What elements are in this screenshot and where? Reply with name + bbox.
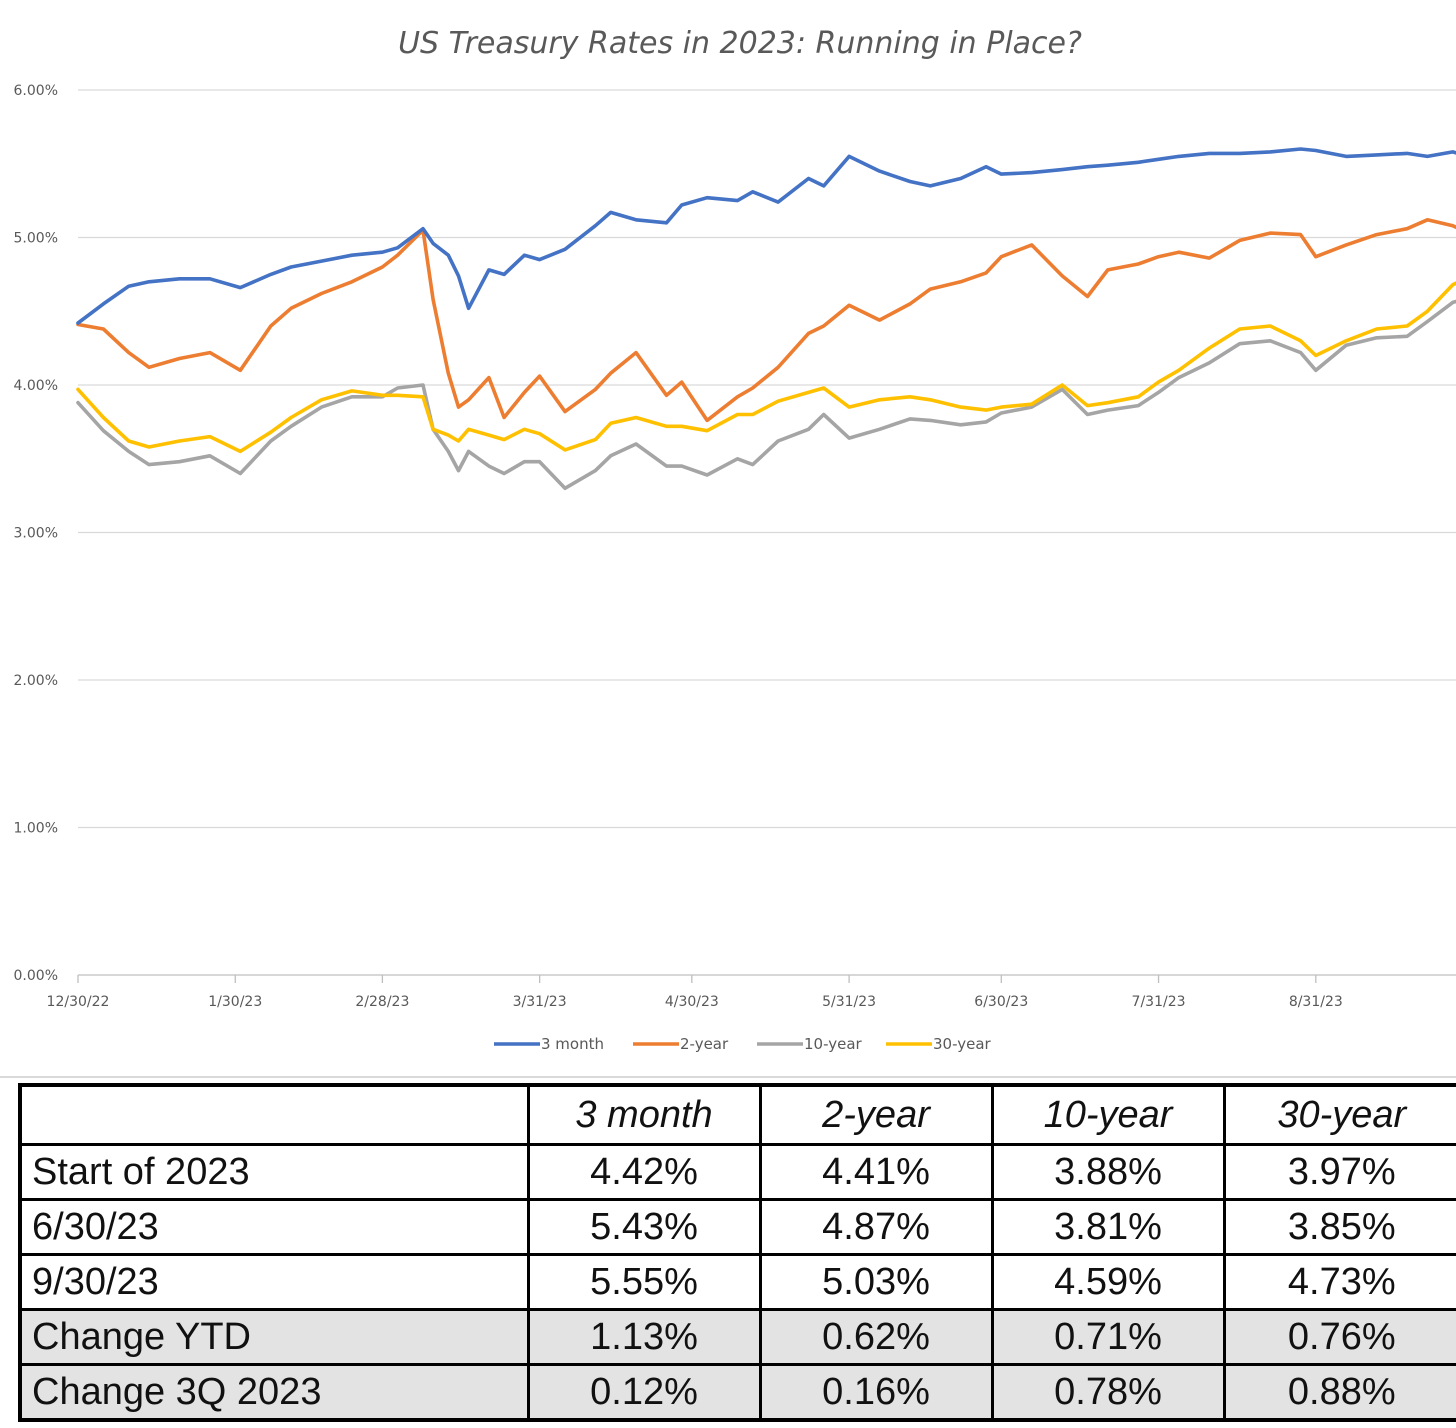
y-tick-label: 1.00%: [14, 821, 58, 837]
table-cell: 0.12%: [526, 1363, 762, 1422]
row-label: 6/30/23: [18, 1198, 530, 1256]
table-row: Start of 2023 4.42% 4.41% 3.88% 3.97%: [18, 1143, 1456, 1201]
legend-label: 2-year: [680, 1035, 729, 1053]
table-cell: 4.41%: [758, 1143, 994, 1201]
row-label: Change YTD: [18, 1308, 530, 1366]
table-cell: 0.88%: [1222, 1363, 1456, 1422]
y-tick-label: 3.00%: [14, 526, 58, 542]
y-tick-label: 4.00%: [14, 378, 58, 394]
header-cell-10-year: 10-year: [990, 1083, 1226, 1146]
table-cell: 3.81%: [990, 1198, 1226, 1256]
legend-label: 10-year: [804, 1035, 863, 1053]
separator-line: [0, 1076, 1456, 1078]
x-tick-label: 7/31/23: [1132, 994, 1186, 1010]
header-cell-2-year: 2-year: [758, 1083, 994, 1146]
x-tick-label: 5/31/23: [822, 994, 876, 1010]
y-tick-label: 5.00%: [14, 231, 58, 247]
legend: 3 month 2-year 10-year 30-year: [494, 1035, 992, 1053]
table-row: Change 3Q 2023 0.12% 0.16% 0.78% 0.88%: [18, 1363, 1456, 1422]
x-tick-label: 2/28/23: [355, 994, 409, 1010]
x-tick-label: 4/30/23: [665, 994, 719, 1010]
summary-table-container: 3 month 2-year 10-year 30-year Start of …: [18, 1083, 1456, 1428]
table-cell: 3.85%: [1222, 1198, 1456, 1256]
table-row: Change YTD 1.13% 0.62% 0.71% 0.76%: [18, 1308, 1456, 1366]
y-tick-label: 2.00%: [14, 673, 58, 689]
y-axis-labels: 0.00% 1.00% 2.00% 3.00% 4.00% 5.00% 6.00%: [14, 83, 58, 984]
table-cell: 4.42%: [526, 1143, 762, 1201]
table-cell: 0.62%: [758, 1308, 994, 1366]
table-row: 9/30/23 5.55% 5.03% 4.59% 4.73%: [18, 1253, 1456, 1311]
gridlines: [78, 89, 1456, 976]
x-tick-label: 6/30/23: [974, 994, 1028, 1010]
table-cell: 0.71%: [990, 1308, 1226, 1366]
x-tick-label: 1/30/23: [208, 994, 262, 1010]
legend-label: 3 month: [541, 1035, 604, 1053]
series-line-3-month: [76, 147, 1456, 325]
table-cell: 5.43%: [526, 1198, 762, 1256]
table-cell: 0.78%: [990, 1363, 1226, 1422]
header-cell-empty: [18, 1083, 530, 1146]
x-axis: 12/30/22 1/30/23 2/28/23 3/31/23 4/30/23 5/31…: [47, 975, 1343, 1010]
y-tick-label: 6.00%: [14, 83, 58, 99]
table-cell: 3.97%: [1222, 1143, 1456, 1201]
treasury-rates-chart: US Treasury Rates in 2023: Running in Pl…: [14, 26, 1456, 1053]
header-cell-3-month: 3 month: [526, 1083, 762, 1146]
table-cell: 1.13%: [526, 1308, 762, 1366]
summary-table: 3 month 2-year 10-year 30-year Start of …: [18, 1083, 1456, 1422]
header-cell-30-year: 30-year: [1222, 1083, 1456, 1146]
row-label: Start of 2023: [18, 1143, 530, 1201]
row-label: 9/30/23: [18, 1253, 530, 1311]
table-header-row: 3 month 2-year 10-year 30-year: [18, 1083, 1456, 1146]
table-cell: 5.03%: [758, 1253, 994, 1311]
table-cell: 3.88%: [990, 1143, 1226, 1201]
table-cell: 4.73%: [1222, 1253, 1456, 1311]
x-tick-label: 12/30/22: [47, 994, 110, 1010]
table-row: 6/30/23 5.43% 4.87% 3.81% 3.85%: [18, 1198, 1456, 1256]
x-tick-label: 3/31/23: [513, 994, 567, 1010]
row-label: Change 3Q 2023: [18, 1363, 530, 1422]
table-cell: 0.76%: [1222, 1308, 1456, 1366]
legend-label: 30-year: [933, 1035, 992, 1053]
y-tick-label: 0.00%: [14, 968, 58, 984]
series-line-2-year: [76, 218, 1456, 423]
series-line-30-year: [76, 281, 1456, 454]
table-cell: 4.87%: [758, 1198, 994, 1256]
table-cell: 0.16%: [758, 1363, 994, 1422]
series-lines: [76, 147, 1456, 491]
table-cell: 4.59%: [990, 1253, 1226, 1311]
series-line-10-year: [76, 299, 1456, 491]
chart-title: US Treasury Rates in 2023: Running in Pl…: [398, 26, 1082, 61]
x-tick-label: 8/31/23: [1289, 994, 1343, 1010]
table-cell: 5.55%: [526, 1253, 762, 1311]
